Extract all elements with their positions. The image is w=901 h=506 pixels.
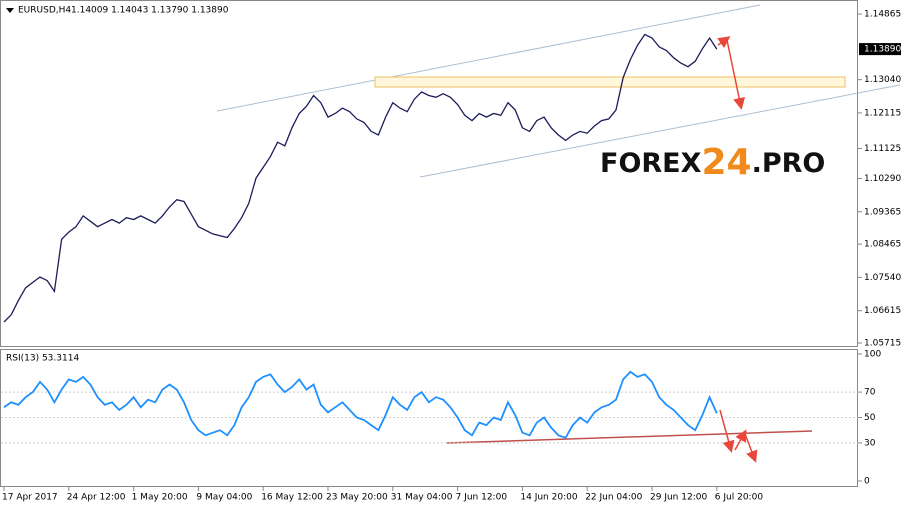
x-tick-label: 6 Jul 20:00 [715,493,764,503]
y-tick-label: 1.09365 [864,207,901,217]
y-tick-label: 1.05715 [864,339,901,349]
ohlc: 1.14009 1.14043 1.13790 1.13890 [71,6,229,16]
x-tick-label: 16 May 12:00 [261,493,323,503]
arrow [734,429,747,451]
symbol: EURUSD,H4 [18,6,71,16]
watermark-part: FOREX [600,148,702,179]
x-tick-label: 22 Jun 04:00 [585,493,642,503]
arrow [726,39,746,110]
y-tick-label: 100 [864,350,881,360]
menu-arrow [6,8,14,13]
current-price-tag [859,43,901,56]
y-tick-label: 1.12115 [864,108,901,118]
arrow [717,36,731,49]
y-tick-label: 1.06615 [864,306,901,316]
y-tick-label: 70 [864,388,876,398]
y-tick-label: 1.07540 [864,273,901,283]
arrow [744,433,758,463]
y-tick-label: 1.08465 [864,240,901,250]
price-panel [0,0,858,347]
price-line [3,33,718,323]
current-price-label: 1.13890 [864,45,901,55]
resistance-zone [374,76,846,88]
watermark-part: .PRO [752,148,826,179]
x-tick-label: 23 May 20:00 [326,493,388,503]
x-tick-label: 31 May 04:00 [391,493,453,503]
y-tick-label: 50 [864,413,876,423]
y-tick-label: 1.14865 [864,10,901,20]
x-tick-label: 29 Jun 12:00 [650,493,707,503]
x-tick-label: 7 Jun 12:00 [456,493,508,503]
watermark: FOREX24.PRO [600,142,825,183]
channel-lower [419,84,901,178]
x-tick-label: 14 Jun 20:00 [520,493,577,503]
y-tick-label: 1.13040 [864,75,901,85]
x-tick-label: 9 May 04:00 [196,493,252,503]
x-tick-label: 17 Apr 2017 [2,493,58,503]
forecast-arrows [717,36,758,463]
y-tick-label: 30 [864,438,876,448]
y-tick-label: 1.10290 [864,174,901,184]
watermark-part: 24 [701,142,751,183]
rsi-trendline [446,430,813,444]
channel-upper [216,4,761,112]
y-tick-label: 0 [864,477,870,487]
rsi-line [3,370,718,439]
arrow [719,409,735,453]
x-tick-label: 1 May 20:00 [132,493,188,503]
rsi-title: RSI(13) 53.3114 [6,354,79,364]
y-tick-label: 1.11125 [864,144,901,154]
x-tick-label: 24 Apr 12:00 [67,493,126,503]
